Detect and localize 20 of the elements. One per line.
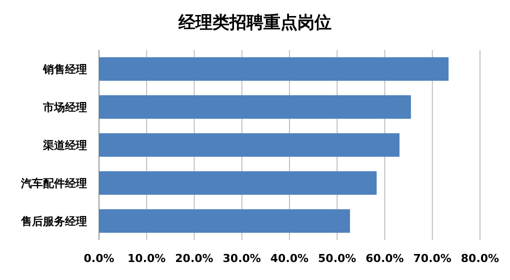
y-tick-label: 汽车配件经理 [20, 177, 87, 190]
chart-title: 经理类招聘重点岗位 [178, 13, 332, 33]
x-tick-label: 10.0% [128, 252, 166, 265]
y-tick-label: 售后服务经理 [20, 215, 87, 228]
bar [99, 57, 449, 81]
x-tick-label: 70.0% [413, 252, 452, 265]
x-tick-label: 40.0% [270, 252, 309, 265]
x-tick-label: 30.0% [222, 252, 261, 265]
bar [99, 95, 411, 119]
bar [99, 209, 350, 233]
bar [99, 171, 377, 195]
x-tick-label: 0.0% [84, 252, 114, 265]
x-tick-label: 20.0% [175, 252, 214, 265]
bar [99, 133, 400, 157]
x-tick-label: 60.0% [366, 252, 404, 265]
y-tick-label: 销售经理 [42, 63, 87, 76]
y-tick-label: 渠道经理 [42, 139, 87, 152]
x-tick-label: 50.0% [318, 252, 356, 265]
y-tick-label: 市场经理 [42, 101, 87, 114]
x-tick-label: 80.0% [460, 252, 500, 265]
